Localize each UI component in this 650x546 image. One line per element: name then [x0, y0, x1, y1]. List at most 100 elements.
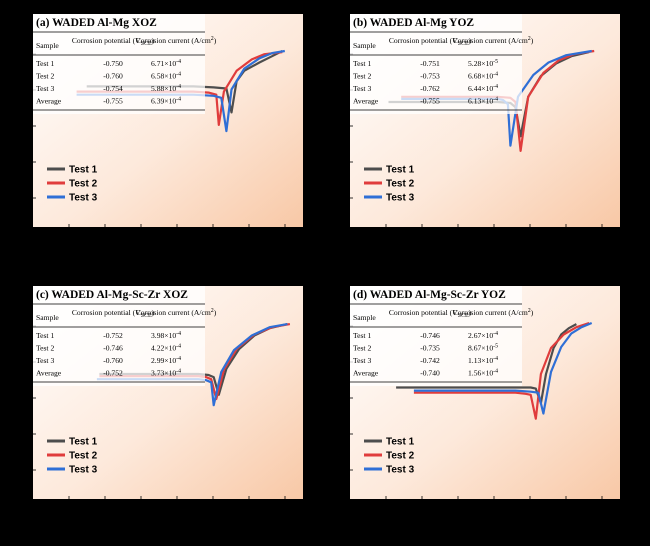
column-header-current: Corrosion current (A/cm2)	[453, 308, 534, 317]
row-current: 1.56×10-4	[468, 369, 498, 378]
column-header-sample: Sample	[36, 41, 59, 50]
current-label: Corrosion current (A/cm	[136, 36, 211, 45]
row-potential: -0.754	[103, 84, 123, 93]
column-header-current: Corrosion current (A/cm2)	[136, 308, 217, 317]
current-mantissa: 6.13×10	[468, 97, 493, 106]
current-mantissa: 3.73×10	[151, 369, 176, 378]
row-sample: Test 3	[36, 84, 54, 93]
row-potential: -0.735	[420, 344, 440, 353]
legend-label-1: Test 1	[69, 437, 98, 448]
row-sample: Test 3	[353, 356, 371, 365]
row-sample: Average	[353, 97, 379, 106]
table-row: Test 3 -0.762 6.44×10-4	[353, 84, 498, 93]
row-sample: Test 2	[36, 344, 54, 353]
current-mantissa: 1.13×10	[468, 356, 493, 365]
column-header-sample: Sample	[353, 313, 376, 322]
row-potential: -0.755	[103, 97, 123, 106]
column-header-sample: Sample	[36, 313, 59, 322]
table-row: Average -0.755 6.39×10-4	[36, 97, 181, 106]
current-mantissa: 6.44×10	[468, 84, 493, 93]
row-potential: -0.751	[420, 59, 440, 68]
legend-label-2: Test 2	[386, 179, 415, 190]
current-exponent: -4	[176, 72, 181, 78]
potential-subscript: SCE	[141, 313, 152, 319]
current-mantissa: 6.39×10	[151, 97, 176, 106]
table-background	[33, 286, 205, 386]
current-mantissa: 4.22×10	[151, 344, 176, 353]
current-exponent: -4	[176, 59, 181, 65]
row-sample: Test 1	[353, 59, 371, 68]
row-potential: -0.752	[103, 369, 123, 378]
panel-title: (d) WADED Al-Mg-Sc-Zr YOZ	[353, 289, 506, 301]
row-current: 3.98×10-4	[151, 331, 181, 340]
table-background	[350, 14, 522, 114]
panel-title: (b) WADED Al-Mg YOZ	[353, 17, 474, 29]
column-header-potential: Corrosion potential (VSCE)	[72, 36, 155, 47]
table-background	[33, 14, 205, 114]
row-current: 8.67×10-5	[468, 344, 498, 353]
current-mantissa: 6.58×10	[151, 72, 176, 81]
chart-panel-a: (a) WADED Al-Mg XOZ Sample Corrosion poten…	[33, 14, 303, 227]
row-potential: -0.742	[420, 356, 440, 365]
current-exponent: -4	[493, 331, 498, 337]
column-header-potential: Corrosion potential (VSCE)	[389, 36, 472, 47]
legend: Test 1 Test 2 Test 3	[47, 165, 98, 204]
table-row: Test 1 -0.750 6.71×10-4	[36, 59, 181, 68]
legend-label-1: Test 1	[69, 165, 98, 176]
row-potential: -0.752	[103, 331, 123, 340]
potential-subscript: SCE	[458, 313, 469, 319]
current-mantissa: 1.56×10	[468, 369, 493, 378]
table-row: Test 2 -0.735 8.67×10-5	[353, 344, 498, 353]
row-current: 3.73×10-4	[151, 369, 181, 378]
potential-label: Corrosion potential (V	[389, 36, 458, 45]
row-sample: Test 2	[353, 344, 371, 353]
row-sample: Average	[353, 369, 379, 378]
table-row: Test 3 -0.742 1.13×10-4	[353, 356, 498, 365]
current-exponent: -5	[493, 344, 498, 350]
chart-svg: (c) WADED Al-Mg-Sc-Zr XOZ Sample Corrosion…	[33, 286, 303, 499]
chart-panel-c: (c) WADED Al-Mg-Sc-Zr XOZ Sample Corrosion…	[33, 286, 303, 499]
current-label: Corrosion current (A/cm	[453, 308, 528, 317]
row-current: 4.22×10-4	[151, 344, 181, 353]
current-label: Corrosion current (A/cm	[136, 308, 211, 317]
panel-title: (c) WADED Al-Mg-Sc-Zr XOZ	[36, 289, 188, 301]
row-potential: -0.740	[420, 369, 440, 378]
row-potential: -0.762	[420, 84, 440, 93]
table-row: Test 1 -0.746 2.67×10-4	[353, 331, 498, 340]
legend-label-2: Test 2	[69, 451, 98, 462]
column-header-current: Corrosion current (A/cm2)	[136, 36, 217, 45]
row-current: 6.13×10-4	[468, 97, 498, 106]
potential-subscript: SCE	[458, 41, 469, 47]
table-row: Test 3 -0.754 5.88×10-4	[36, 84, 181, 93]
table-row: Test 3 -0.760 2.99×10-4	[36, 356, 181, 365]
current-exponent: -5	[493, 59, 498, 65]
current-exponent: -4	[176, 356, 181, 362]
table-row: Test 2 -0.753 6.68×10-4	[353, 72, 498, 81]
current-exponent: -4	[176, 344, 181, 350]
legend: Test 1 Test 2 Test 3	[47, 437, 98, 476]
current-exponent: -4	[493, 84, 498, 90]
table-row: Average -0.752 3.73×10-4	[36, 369, 181, 378]
row-current: 2.67×10-4	[468, 331, 498, 340]
current-mantissa: 5.28×10	[468, 59, 493, 68]
current-close: )	[214, 308, 217, 317]
row-potential: -0.755	[420, 97, 440, 106]
current-mantissa: 3.98×10	[151, 331, 176, 340]
legend: Test 1 Test 2 Test 3	[364, 165, 415, 204]
current-mantissa: 2.67×10	[468, 331, 493, 340]
column-header-current: Corrosion current (A/cm2)	[453, 36, 534, 45]
potential-close: )	[152, 308, 155, 317]
current-exponent: -4	[493, 97, 498, 103]
current-superscript: 2	[211, 36, 214, 42]
current-superscript: 2	[528, 308, 531, 314]
current-mantissa: 2.99×10	[151, 356, 176, 365]
table-row: Test 2 -0.760 6.58×10-4	[36, 72, 181, 81]
legend-label-3: Test 3	[69, 465, 98, 476]
potential-close: )	[152, 36, 155, 45]
current-exponent: -4	[176, 369, 181, 375]
current-close: )	[531, 36, 534, 45]
potential-close: )	[469, 308, 472, 317]
row-sample: Test 1	[353, 331, 371, 340]
legend-label-3: Test 3	[386, 193, 415, 204]
row-sample: Test 2	[353, 72, 371, 81]
